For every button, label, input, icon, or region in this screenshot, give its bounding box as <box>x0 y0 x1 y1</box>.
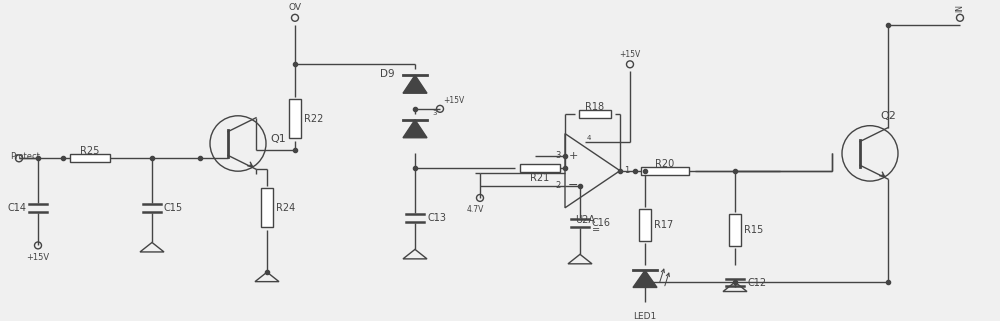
Text: R15: R15 <box>744 225 763 235</box>
Text: 3: 3 <box>556 152 561 160</box>
Text: +15V: +15V <box>26 253 50 262</box>
Polygon shape <box>633 270 657 288</box>
Text: +15V: +15V <box>443 96 464 105</box>
Text: C16: C16 <box>592 218 611 228</box>
Bar <box>70 154 110 162</box>
Text: −: − <box>568 179 578 192</box>
Text: LED1: LED1 <box>633 312 657 321</box>
Bar <box>641 167 689 175</box>
Text: +: + <box>568 151 578 161</box>
Text: R24: R24 <box>276 203 295 213</box>
Text: 4: 4 <box>587 134 591 141</box>
Bar <box>289 99 301 138</box>
Bar <box>729 214 741 246</box>
Text: Protect: Protect <box>10 152 40 161</box>
Text: OV: OV <box>288 4 302 13</box>
Text: Q1: Q1 <box>270 134 286 143</box>
Bar <box>261 188 273 227</box>
Text: 1: 1 <box>624 166 629 175</box>
Text: IN: IN <box>956 4 964 12</box>
Polygon shape <box>403 120 427 138</box>
Text: R25: R25 <box>80 146 100 156</box>
Bar <box>579 110 611 118</box>
Polygon shape <box>403 75 427 93</box>
Bar <box>639 209 651 241</box>
Text: U2A: U2A <box>575 215 595 225</box>
Text: 4.7V: 4.7V <box>466 205 484 214</box>
Text: R22: R22 <box>304 114 323 124</box>
Text: C14: C14 <box>7 203 26 213</box>
Text: R20: R20 <box>655 159 675 169</box>
Text: R17: R17 <box>654 220 673 230</box>
Text: 3: 3 <box>432 110 436 116</box>
Text: R21: R21 <box>530 173 550 183</box>
Text: +15V: +15V <box>619 50 641 59</box>
Bar <box>520 164 560 172</box>
Text: 2: 2 <box>556 181 561 190</box>
Text: C15: C15 <box>164 203 183 213</box>
Text: =: = <box>592 226 600 236</box>
Text: D9: D9 <box>380 69 395 79</box>
Text: C12: C12 <box>747 278 766 288</box>
Text: C13: C13 <box>427 213 446 223</box>
Text: R18: R18 <box>585 102 605 112</box>
Text: Q2: Q2 <box>880 111 896 121</box>
